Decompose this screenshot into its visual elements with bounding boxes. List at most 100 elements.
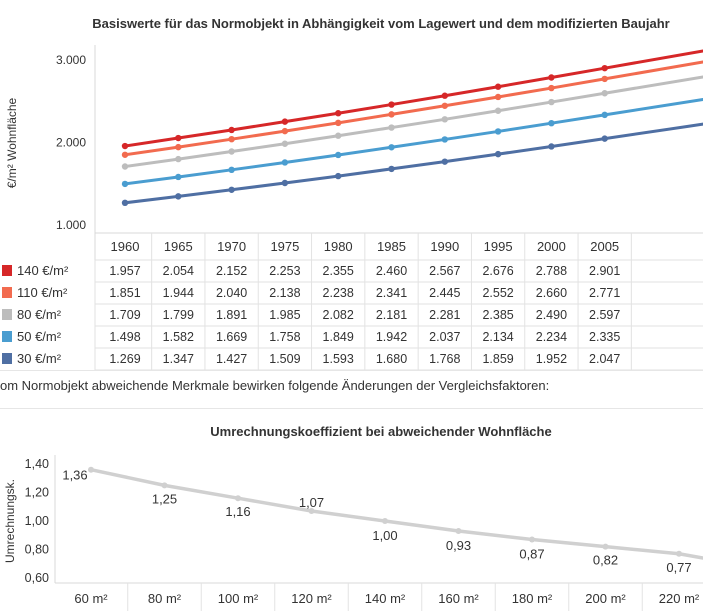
basiswerte-chart: Basiswerte für das Normobjekt in Abhängi… xyxy=(2,16,703,370)
data-point xyxy=(335,151,342,159)
table-cell: 1.849 xyxy=(323,330,354,344)
x-tick-label: 1975 xyxy=(270,239,299,254)
table-cell: 2.134 xyxy=(482,330,513,344)
data-point xyxy=(281,127,289,135)
y-tick-label: 0,60 xyxy=(25,571,49,585)
data-point xyxy=(441,136,448,143)
table-cell: 1.891 xyxy=(216,308,247,322)
x-tick-label: 160 m² xyxy=(438,591,479,606)
table-cell: 1.269 xyxy=(109,352,140,366)
y-axis-label: €/m² Wohnfläche xyxy=(5,97,19,188)
table-cell: 1.957 xyxy=(109,264,140,278)
data-point xyxy=(281,140,289,147)
data-point xyxy=(281,118,289,125)
data-point xyxy=(548,98,555,106)
data-point xyxy=(676,550,682,557)
chart-title: Umrechnungskoeffizient bei abweichender … xyxy=(210,424,551,439)
data-point xyxy=(388,124,395,131)
x-tick-label: 220 m² xyxy=(659,591,700,606)
data-label: 1,36 xyxy=(62,468,87,483)
data-label: 1,07 xyxy=(299,495,324,510)
data-point xyxy=(602,543,609,550)
table-cell: 1.593 xyxy=(323,352,354,366)
table-cell: 2.335 xyxy=(589,330,620,344)
data-point xyxy=(455,527,462,534)
data-point xyxy=(88,466,94,473)
data-point xyxy=(388,111,395,118)
data-point xyxy=(121,151,129,158)
data-point xyxy=(494,107,502,114)
y-tick-label: 2.000 xyxy=(56,136,86,150)
data-label: 0,77 xyxy=(666,560,691,575)
legend-label: 80 €/m² xyxy=(17,307,62,322)
x-tick-label: 2000 xyxy=(537,239,566,254)
y-axis-label: Umrechnungsk. xyxy=(3,479,17,563)
x-tick-label: 180 m² xyxy=(512,591,553,606)
data-point xyxy=(494,83,502,90)
x-tick-label: 1965 xyxy=(164,239,193,254)
data-point xyxy=(175,173,182,181)
data-point xyxy=(548,74,555,81)
data-point xyxy=(529,536,535,543)
legend-swatch xyxy=(2,353,12,364)
separator xyxy=(0,370,703,371)
table-cell: 2.460 xyxy=(376,264,407,278)
table-cell: 2.047 xyxy=(589,352,620,366)
series-line xyxy=(123,122,703,205)
legend-label: 110 €/m² xyxy=(17,285,68,300)
legend-swatch xyxy=(2,265,12,276)
data-label: 0,82 xyxy=(593,553,618,568)
table-cell: 1.859 xyxy=(482,352,513,366)
data-label: 1,16 xyxy=(225,504,250,519)
data-point xyxy=(175,155,182,163)
chart-title: Basiswerte für das Normobjekt in Abhängi… xyxy=(92,16,669,31)
data-label: 1,00 xyxy=(372,528,397,543)
data-point xyxy=(441,92,448,99)
x-tick-label: 1960 xyxy=(111,239,140,254)
table-cell: 1.582 xyxy=(163,330,194,344)
data-point xyxy=(228,166,235,174)
data-point xyxy=(175,134,182,142)
x-tick-label: 100 m² xyxy=(218,591,259,606)
table-cell: 1.944 xyxy=(163,286,194,300)
x-tick-label: 1970 xyxy=(217,239,246,254)
data-point xyxy=(601,64,608,72)
table-cell: 1.851 xyxy=(109,286,140,300)
y-tick-label: 1.000 xyxy=(56,218,86,232)
x-tick-label: 1990 xyxy=(430,239,459,254)
data-point xyxy=(281,179,289,187)
legend-label: 50 €/m² xyxy=(17,329,62,344)
table-cell: 2.181 xyxy=(376,308,407,322)
table-cell: 2.234 xyxy=(536,330,567,344)
table-cell: 2.040 xyxy=(216,286,247,300)
data-point xyxy=(235,495,241,502)
table-cell: 1.669 xyxy=(216,330,247,344)
table-cell: 1.799 xyxy=(163,308,194,322)
data-point xyxy=(161,482,168,489)
x-tick-label: 1985 xyxy=(377,239,406,254)
table-cell: 2.676 xyxy=(482,264,513,278)
table-cell: 2.037 xyxy=(429,330,460,344)
data-point xyxy=(388,165,395,173)
table-cell: 2.253 xyxy=(269,264,300,278)
data-point xyxy=(441,102,448,109)
table-cell: 1.498 xyxy=(109,330,140,344)
table-cell: 1.427 xyxy=(216,352,247,366)
data-point xyxy=(548,119,555,127)
data-point xyxy=(228,148,235,155)
data-point xyxy=(601,135,608,142)
data-point xyxy=(548,84,555,92)
data-point xyxy=(441,116,448,123)
series-line xyxy=(123,75,703,169)
data-point xyxy=(281,159,289,166)
y-tick-label: 1,00 xyxy=(25,514,49,528)
data-label: 1,25 xyxy=(152,491,177,506)
data-point xyxy=(175,143,182,151)
data-point xyxy=(382,518,388,524)
data-point xyxy=(228,126,235,134)
table-cell: 2.138 xyxy=(269,286,300,300)
table-cell: 1.680 xyxy=(376,352,407,366)
separator xyxy=(0,408,703,409)
data-point xyxy=(121,199,129,207)
data-point xyxy=(388,101,395,108)
